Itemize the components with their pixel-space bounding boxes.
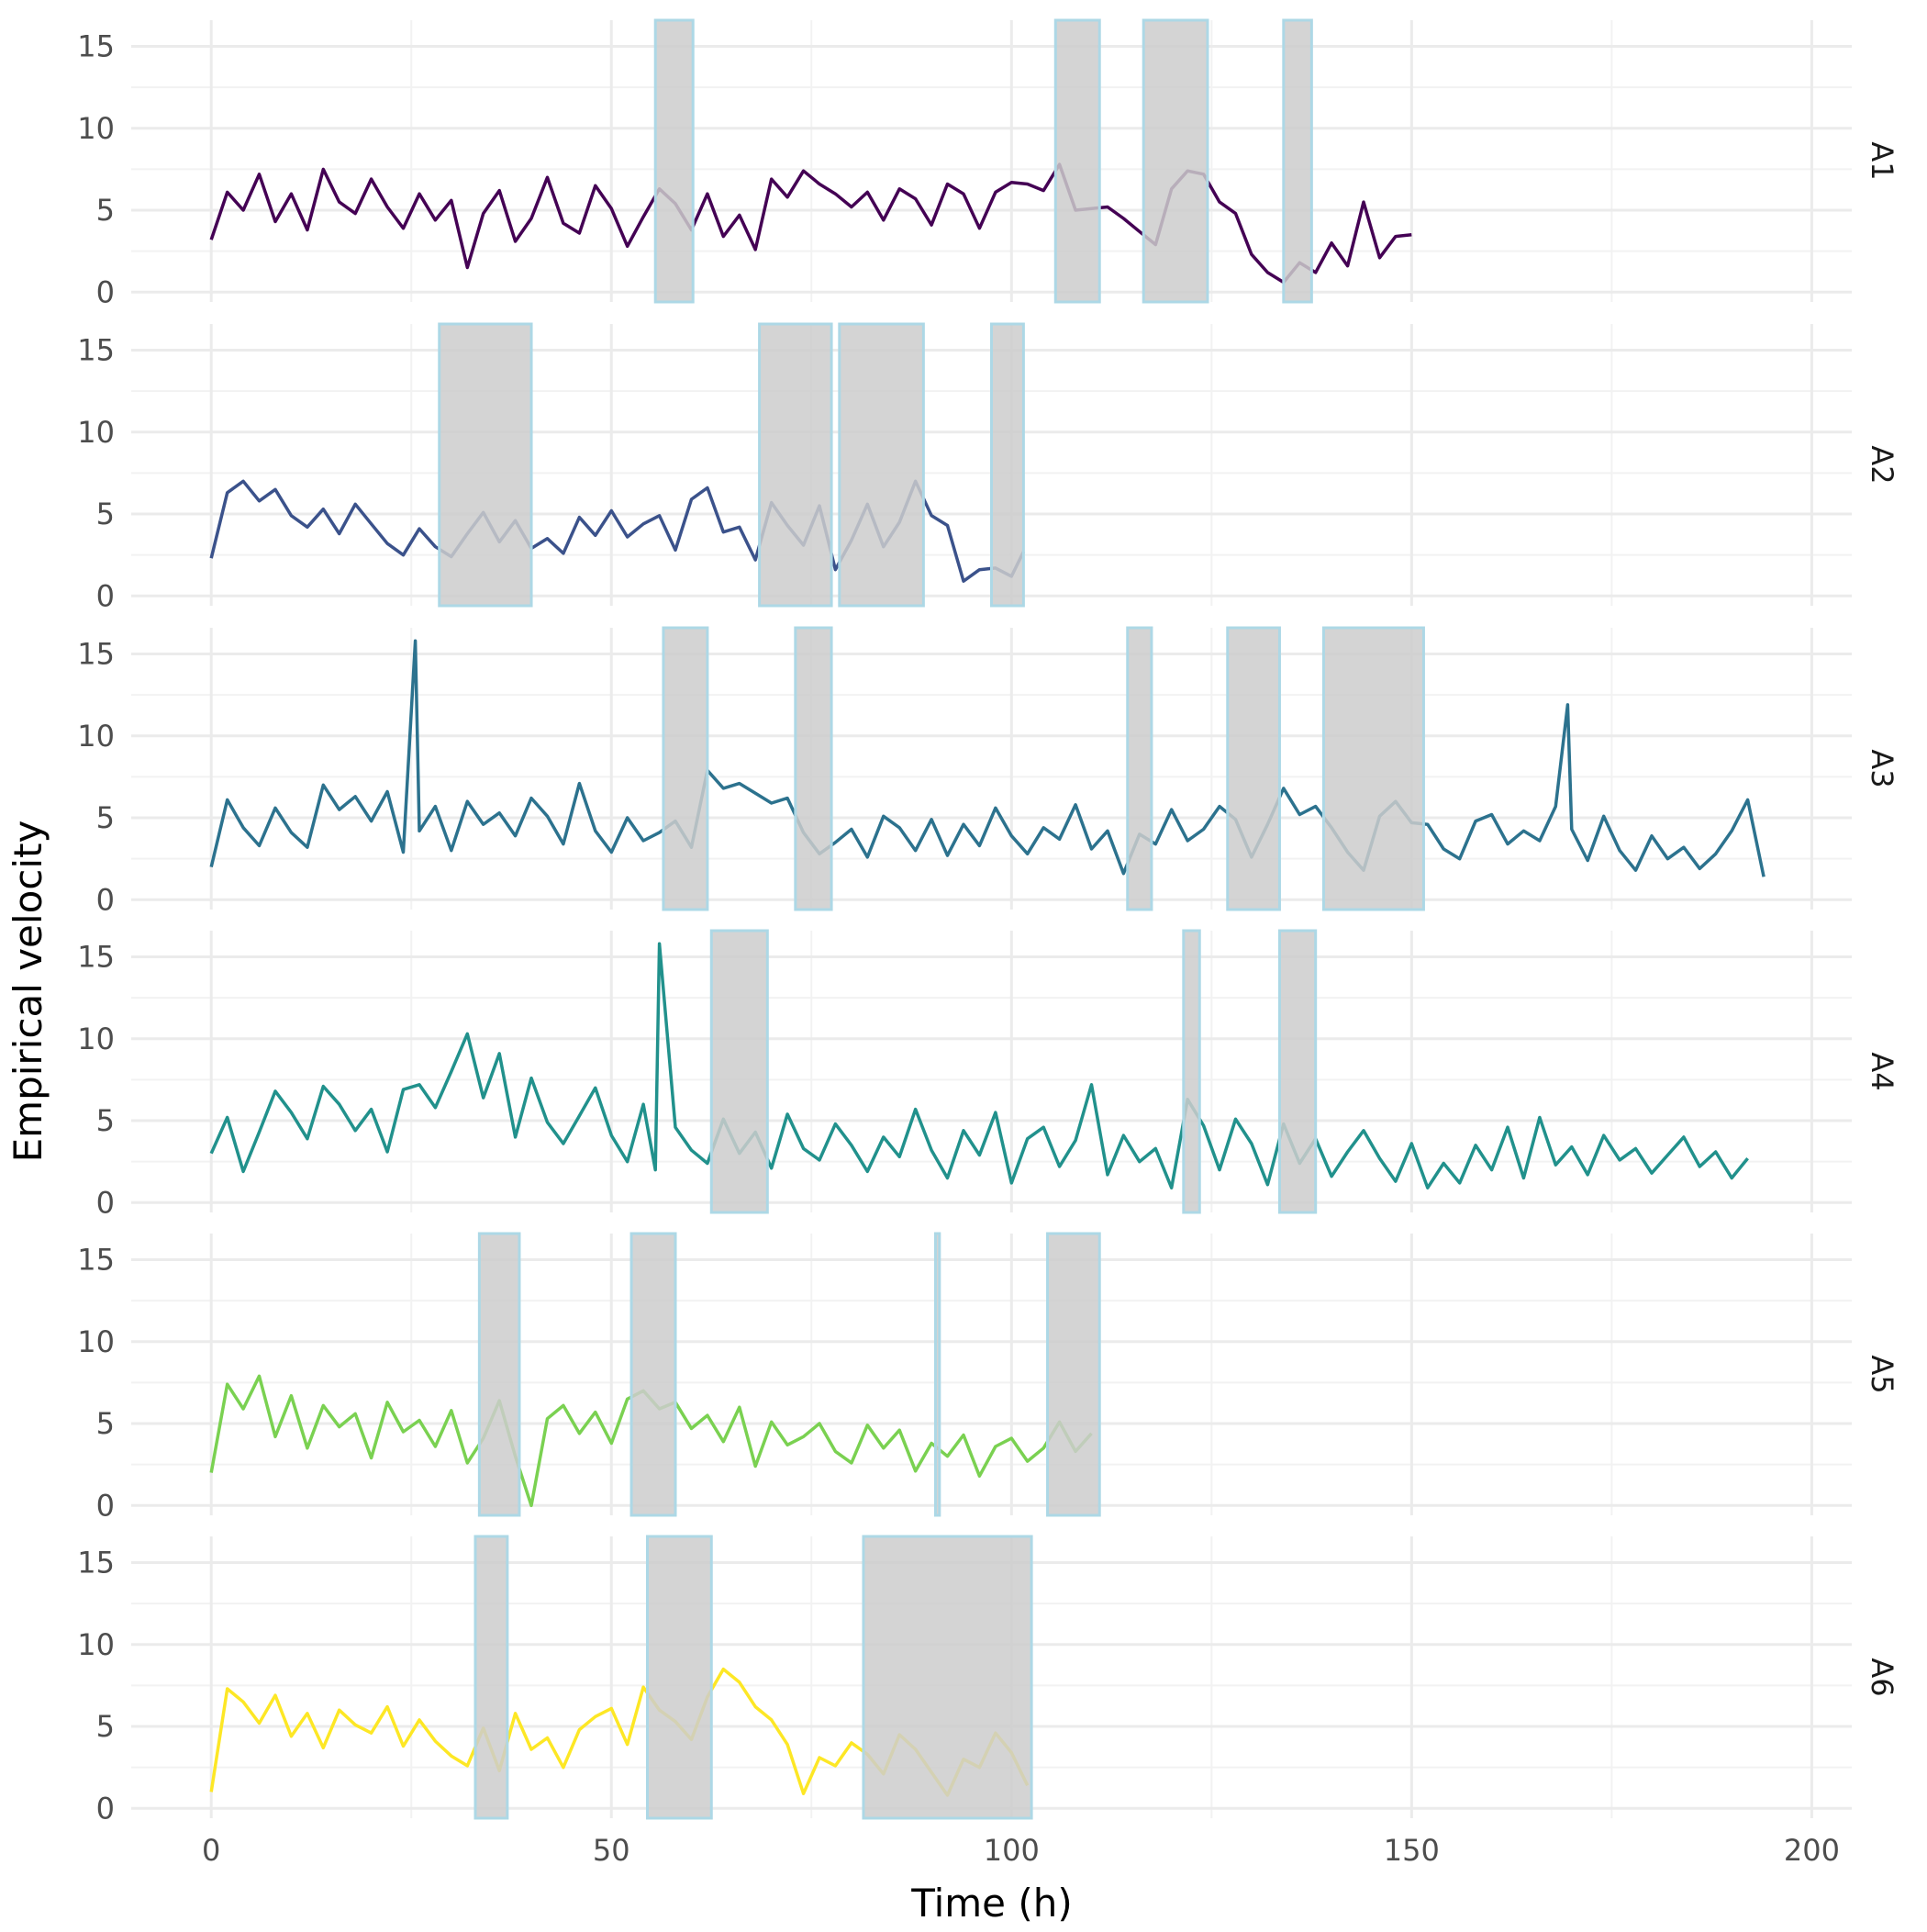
- shaded-interval: [794, 626, 833, 911]
- x-axis: 0 50 100 150 200: [202, 1833, 1840, 1868]
- y-tick-label: 0: [96, 274, 115, 309]
- facet-label-a4: A4: [1865, 1052, 1899, 1090]
- panel-a4: 0 5 10 15 A4: [77, 929, 1899, 1220]
- y-tick-label: 5: [96, 1709, 115, 1744]
- y-tick-label: 5: [96, 497, 115, 531]
- y-tick-label: 15: [77, 940, 115, 975]
- facet-label-a5: A5: [1865, 1355, 1899, 1393]
- y-tick-label: 5: [96, 1103, 115, 1138]
- shaded-interval: [629, 1232, 677, 1517]
- shaded-interval: [990, 322, 1025, 608]
- x-tick-label: 0: [202, 1833, 220, 1868]
- y-tick-label: 0: [96, 1488, 115, 1523]
- shaded-interval: [1126, 626, 1153, 911]
- panel-a2: 0 5 10 15 A2: [77, 322, 1899, 613]
- panel-a5: 0 5 10 15 A5: [77, 1232, 1899, 1523]
- y-tick-label: 0: [96, 578, 115, 613]
- y-tick-label: 10: [77, 111, 115, 146]
- y-tick-label: 15: [77, 29, 115, 64]
- shaded-interval: [1053, 18, 1101, 304]
- shaded-interval: [438, 322, 533, 608]
- y-tick-label: 0: [96, 1791, 115, 1826]
- y-tick-label: 15: [77, 1243, 115, 1278]
- shaded-interval: [933, 1232, 941, 1517]
- y-tick-label: 15: [77, 333, 115, 368]
- x-tick-label: 50: [593, 1833, 630, 1868]
- y-axis-title: Empirical velocity: [6, 821, 50, 1163]
- y-tick-label: 0: [96, 1185, 115, 1220]
- shaded-interval: [477, 1232, 521, 1517]
- y-tick-label: 10: [77, 719, 115, 754]
- facet-label-a3: A3: [1865, 749, 1899, 787]
- y-tick-label: 15: [77, 637, 115, 672]
- shaded-interval: [473, 1535, 509, 1820]
- shaded-interval: [838, 322, 925, 608]
- facet-label-a1: A1: [1865, 141, 1899, 180]
- y-tick-label: 15: [77, 1546, 115, 1580]
- shaded-interval: [1142, 18, 1209, 304]
- y-tick-label: 5: [96, 1406, 115, 1441]
- facet-label-a6: A6: [1865, 1658, 1899, 1696]
- shaded-interval: [1182, 929, 1201, 1214]
- shaded-interval: [758, 322, 833, 608]
- x-axis-title: Time (h): [910, 1881, 1073, 1926]
- shaded-interval: [1226, 626, 1281, 911]
- y-tick-label: 10: [77, 1324, 115, 1359]
- y-tick-label: 5: [96, 193, 115, 228]
- velocity-line-a1: [209, 162, 1412, 285]
- y-tick-label: 5: [96, 800, 115, 835]
- panel-a3: 0 5 10 15 A3: [77, 626, 1899, 917]
- velocity-line-a3: [209, 639, 1765, 877]
- velocity-line-a4: [209, 942, 1749, 1189]
- panel-a6: 0 5 10 15 A6: [77, 1535, 1899, 1826]
- panel-a1: 0 5 10 15 A1: [77, 18, 1899, 309]
- facet-label-a2: A2: [1865, 445, 1899, 484]
- shaded-interval: [1282, 18, 1313, 304]
- shaded-interval: [662, 626, 709, 911]
- y-tick-label: 0: [96, 882, 115, 917]
- panels-layer: 0 5 10 15 A1 0 5 10 15 A2 0 5 10 15 A3 0 5 10 15 A4 0 5 10 15 A5…: [77, 18, 1899, 1826]
- shaded-interval: [709, 929, 769, 1214]
- x-tick-label: 100: [984, 1833, 1040, 1868]
- shaded-interval: [1046, 1232, 1101, 1517]
- shaded-interval: [1277, 929, 1318, 1214]
- shaded-interval: [646, 1535, 713, 1820]
- shaded-interval: [1321, 626, 1425, 911]
- y-tick-label: 10: [77, 415, 115, 450]
- shaded-interval: [653, 18, 695, 304]
- y-tick-label: 10: [77, 1627, 115, 1662]
- y-tick-label: 10: [77, 1022, 115, 1056]
- shaded-interval: [862, 1535, 1033, 1820]
- x-tick-label: 200: [1784, 1833, 1840, 1868]
- x-tick-label: 150: [1384, 1833, 1440, 1868]
